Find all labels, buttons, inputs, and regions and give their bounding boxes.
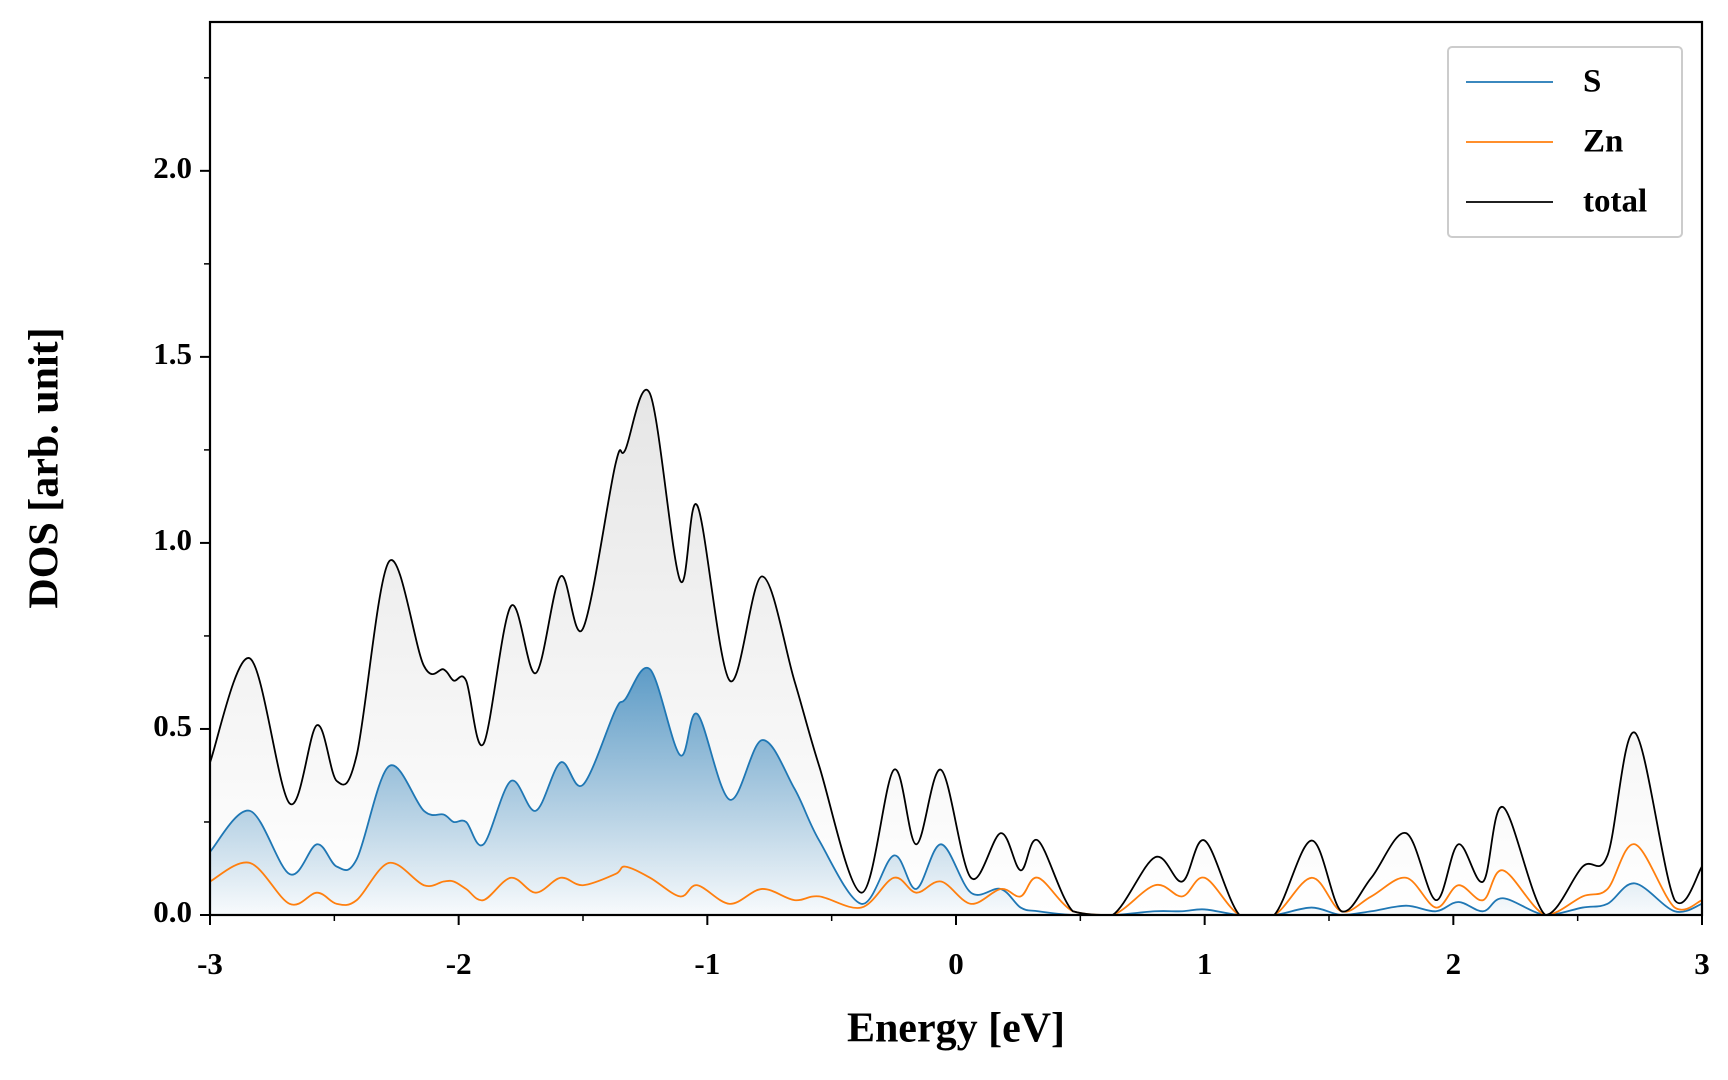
x-tick-label: 3 bbox=[1694, 946, 1710, 981]
legend-label: S bbox=[1583, 64, 1601, 100]
legend-label: total bbox=[1583, 184, 1647, 220]
series-line bbox=[210, 666, 1702, 915]
x-tick-label: -1 bbox=[694, 946, 720, 981]
x-tick-label: 2 bbox=[1446, 946, 1462, 981]
y-tick-label: 1.0 bbox=[153, 522, 192, 557]
y-tick-label: 0.5 bbox=[153, 708, 192, 743]
y-tick-label: 1.5 bbox=[153, 336, 192, 371]
plot-area bbox=[210, 389, 1702, 915]
x-tick-label: -3 bbox=[197, 946, 223, 981]
x-tick-label: 0 bbox=[948, 946, 964, 981]
y-tick-label: 0.0 bbox=[153, 894, 192, 929]
y-axis-label: DOS [arb. unit] bbox=[22, 327, 68, 608]
x-tick-label: 1 bbox=[1197, 946, 1213, 981]
series-line bbox=[210, 389, 1702, 915]
legend-label: Zn bbox=[1583, 124, 1623, 160]
y-tick-label: 2.0 bbox=[153, 150, 192, 185]
x-tick-label: -2 bbox=[446, 946, 472, 981]
area-fill bbox=[210, 667, 1702, 915]
x-axis-label: Energy [eV] bbox=[847, 1006, 1065, 1052]
legend-box bbox=[1447, 46, 1683, 238]
series-line bbox=[210, 843, 1702, 915]
